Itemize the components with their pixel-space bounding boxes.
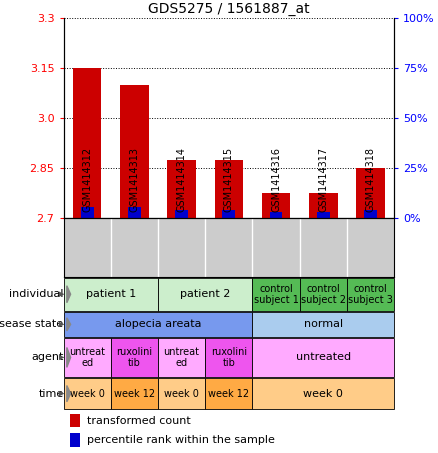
Bar (111, 338, 158, 376)
Bar (120, 85, 148, 218)
Polygon shape (67, 386, 71, 402)
Title: GDS5275 / 1561887_at: GDS5275 / 1561887_at (148, 2, 310, 16)
Bar (70, 414, 80, 427)
Text: week 0: week 0 (164, 389, 199, 399)
Bar (64, 338, 111, 376)
Bar (357, 168, 385, 218)
Bar (175, 210, 188, 218)
Bar (64, 278, 158, 311)
Bar (364, 210, 377, 218)
Bar (81, 207, 93, 218)
Text: time: time (38, 389, 64, 399)
Bar (252, 278, 300, 311)
Text: untreat
ed: untreat ed (69, 347, 105, 368)
Bar (262, 193, 290, 218)
Bar (70, 433, 80, 447)
Bar (158, 338, 205, 376)
Text: week 0: week 0 (304, 389, 343, 399)
Bar (347, 278, 394, 311)
Text: control
subject 2: control subject 2 (301, 284, 346, 304)
Text: ruxolini
tib: ruxolini tib (117, 347, 152, 368)
Text: agent: agent (31, 352, 64, 362)
Text: control
subject 3: control subject 3 (348, 284, 393, 304)
Text: patient 1: patient 1 (85, 289, 136, 299)
Text: patient 2: patient 2 (180, 289, 230, 299)
Bar (205, 378, 252, 410)
Text: normal: normal (304, 319, 343, 329)
Bar (252, 338, 394, 376)
Text: week 0: week 0 (70, 389, 105, 399)
Bar (128, 207, 141, 218)
Bar (223, 210, 235, 218)
Polygon shape (67, 286, 71, 303)
Bar (111, 378, 158, 410)
Bar (252, 312, 394, 337)
Bar (270, 212, 283, 218)
Bar (158, 278, 252, 311)
Text: control
subject 1: control subject 1 (254, 284, 299, 304)
Polygon shape (67, 318, 71, 331)
Text: individual: individual (9, 289, 64, 299)
Text: week 12: week 12 (208, 389, 249, 399)
Text: ruxolini
tib: ruxolini tib (211, 347, 247, 368)
Polygon shape (67, 347, 71, 367)
Bar (158, 378, 205, 410)
Bar (317, 212, 330, 218)
Text: untreat
ed: untreat ed (164, 347, 200, 368)
Text: alopecia areata: alopecia areata (115, 319, 201, 329)
Bar (215, 160, 243, 218)
Bar (64, 312, 252, 337)
Bar (64, 378, 111, 410)
Text: untreated: untreated (296, 352, 351, 362)
Bar (300, 278, 347, 311)
Text: week 12: week 12 (114, 389, 155, 399)
Bar (73, 68, 101, 218)
Text: percentile rank within the sample: percentile rank within the sample (87, 435, 275, 445)
Bar (309, 193, 338, 218)
Bar (205, 338, 252, 376)
Text: disease state: disease state (0, 319, 64, 329)
Bar (252, 378, 394, 410)
Bar (167, 160, 196, 218)
Text: transformed count: transformed count (87, 416, 191, 426)
